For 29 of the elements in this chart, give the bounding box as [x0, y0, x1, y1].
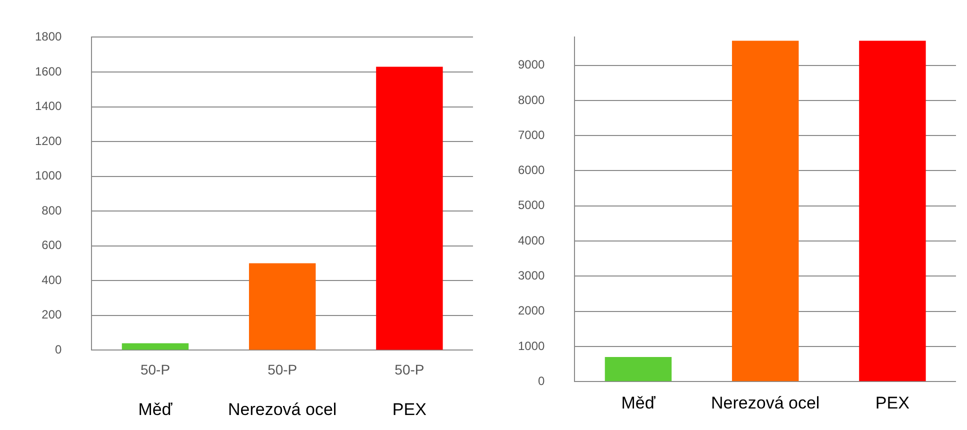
- x-tick-label: 50-P: [268, 361, 298, 378]
- x-tick-label: PEX: [875, 393, 910, 412]
- y-tick-label: 4000: [518, 233, 546, 248]
- y-tick-label: 1000: [34, 168, 62, 183]
- y-tick-label: 9000: [518, 58, 546, 72]
- y-tick-label: 1800: [34, 30, 62, 44]
- y-tick-label: 0: [55, 342, 62, 357]
- y-tick-label: 600: [42, 238, 62, 252]
- y-tick-label: 1600: [34, 64, 62, 78]
- y-tick-label: 3000: [518, 268, 546, 282]
- x-tick-label: Měď: [621, 393, 656, 412]
- y-tick-label: 1000: [518, 338, 546, 353]
- y-tick-label: 400: [42, 272, 62, 287]
- y-tick-label: 5000: [518, 198, 546, 212]
- y-tick-label: 1400: [34, 99, 62, 114]
- bar: [248, 263, 316, 350]
- y-tick-label: 8000: [518, 92, 546, 107]
- x-tick-label: Nerezová ocel: [711, 393, 820, 412]
- y-tick-label: 7000: [518, 128, 546, 142]
- y-tick-label: 800: [42, 203, 62, 218]
- y-tick-label: 1200: [34, 134, 62, 148]
- x-tick-label: 50-P: [394, 361, 424, 378]
- y-tick-label: 6000: [518, 163, 546, 178]
- y-tick-label: 2000: [518, 304, 546, 318]
- y-tick-label: 0: [538, 374, 546, 388]
- bar: [376, 66, 443, 350]
- x-tick-label: 50-P: [140, 361, 170, 378]
- y-tick-label: 200: [42, 308, 62, 322]
- bar: [122, 343, 189, 350]
